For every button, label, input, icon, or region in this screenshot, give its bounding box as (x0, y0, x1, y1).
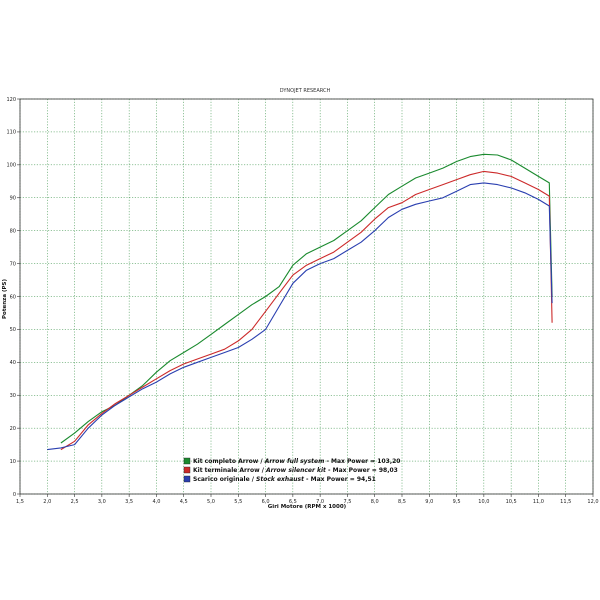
series-lines (47, 153, 553, 451)
chart-title: DYNOJET RESEARCH (280, 88, 331, 94)
x-tick-label: 7,5 (343, 499, 351, 505)
legend-swatch-2 (183, 466, 191, 474)
y-tick-label: 120 (6, 97, 16, 103)
y-axis-ticks: 0 10 20 30 40 50 60 70 80 90 100 110 120 (6, 97, 20, 498)
x-tick-label: 5,5 (234, 499, 242, 505)
x-tick-label: 4,5 (180, 499, 188, 505)
y-tick-label: 90 (10, 196, 16, 202)
x-tick-label: 7,0 (316, 499, 324, 505)
x-tick-label: 6,5 (289, 499, 297, 505)
x-axis-ticks: 1,5 2,0 2,5 3,0 3,5 4,0 4,5 5,0 5,5 6,0 6,5 7,0 7,5 8… (16, 494, 599, 505)
x-tick-label: 2,0 (43, 499, 51, 505)
x-tick-label: 9,0 (425, 499, 433, 505)
x-tick-label: 5,0 (207, 499, 215, 505)
x-tick-label: 2,5 (71, 499, 79, 505)
y-tick-label: 60 (10, 294, 16, 300)
y-axis-label: Potenza (PS) (2, 279, 8, 319)
x-tick-label: 8,0 (371, 499, 379, 505)
legend-label-1: Kit completo Arrow / Arrow full system -… (193, 458, 400, 465)
x-tick-label: 10,5 (506, 499, 517, 505)
x-tick-label: 12,0 (587, 499, 598, 505)
legend-swatch-1 (183, 457, 191, 465)
y-tick-label: 40 (10, 360, 16, 366)
x-tick-label: 9,5 (453, 499, 461, 505)
series-line-1 (60, 153, 553, 444)
legend-label-3: Scarico originale / Stock exhaust - Max … (193, 476, 376, 483)
y-tick-label: 20 (10, 426, 16, 432)
y-tick-label: 50 (10, 327, 16, 333)
y-tick-label: 80 (10, 228, 16, 234)
y-tick-label: 110 (6, 130, 16, 136)
x-tick-label: 3,0 (98, 499, 106, 505)
series-line-2 (60, 170, 553, 451)
x-tick-label: 10,0 (478, 499, 489, 505)
y-tick-label: 30 (10, 393, 16, 399)
x-tick-label: 6,0 (262, 499, 270, 505)
series-line-3 (47, 182, 553, 451)
y-tick-label: 0 (13, 492, 16, 498)
y-tick-label: 10 (10, 459, 16, 465)
y-tick-label: 100 (6, 163, 16, 169)
x-axis-label: Giri Motore (RPM x 1000) (268, 504, 347, 510)
x-tick-label: 3,5 (125, 499, 133, 505)
x-tick-label: 11,0 (533, 499, 544, 505)
legend-label-2: Kit terminale Arrow / Arrow silencer kit… (193, 467, 398, 474)
y-tick-label: 70 (10, 261, 16, 267)
x-tick-label: 11,5 (560, 499, 571, 505)
legend-swatch-3 (183, 475, 191, 483)
x-tick-label: 4,0 (152, 499, 160, 505)
x-tick-label: 8,5 (398, 499, 406, 505)
legend: Kit completo Arrow / Arrow full system -… (183, 457, 400, 483)
x-tick-label: 1,5 (16, 499, 24, 505)
